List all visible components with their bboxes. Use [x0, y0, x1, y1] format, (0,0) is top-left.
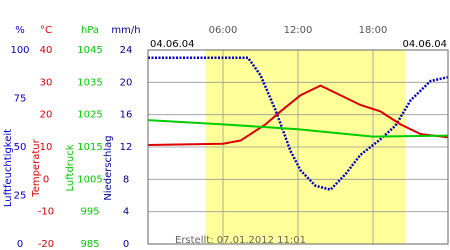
date-start: 04.06.04: [150, 39, 195, 50]
y-tick-label: 16: [120, 110, 133, 121]
y-tick-label: 985: [80, 239, 99, 250]
axis-title: Niederschlag: [103, 135, 114, 200]
y-tick-label: 1045: [77, 45, 102, 56]
y-tick-label: 25: [14, 191, 27, 202]
series-line: [147, 119, 449, 138]
series-line: [147, 84, 449, 147]
axis-unit: mm/h: [111, 25, 140, 36]
x-tick-label: 12:00: [284, 25, 313, 36]
y-tick-label: 30: [40, 77, 53, 88]
axis-title: Temperatur: [31, 138, 42, 197]
y-tick-label: 0: [17, 239, 23, 250]
y-tick-label: 50: [14, 142, 27, 153]
y-tick-label: 24: [120, 45, 133, 56]
x-tick-label: 18:00: [359, 25, 388, 36]
y-tick-label: 1005: [77, 174, 102, 185]
y-tick-label: 12: [120, 142, 133, 153]
axis-unit: °C: [40, 25, 52, 36]
y-tick-label: 1025: [77, 110, 102, 121]
y-tick-label: 8: [123, 174, 129, 185]
x-tick-label: 06:00: [209, 25, 238, 36]
y-tick-label: 0: [43, 174, 49, 185]
series-line: [148, 56, 449, 192]
y-tick-label: 0: [123, 239, 129, 250]
y-tick-label: 1015: [77, 142, 102, 153]
y-tick-label: -20: [38, 239, 54, 250]
created-note: Erstellt: 07.01.2012 11:01: [175, 235, 306, 246]
axis-unit: hPa: [81, 25, 99, 36]
y-tick-label: 20: [40, 110, 53, 121]
date-end: 04.06.04: [402, 39, 447, 50]
y-tick-label: 10: [40, 142, 53, 153]
axis-unit: %: [15, 25, 25, 36]
y-tick-label: 1035: [77, 77, 102, 88]
y-tick-label: 4: [123, 207, 129, 218]
y-tick-label: 75: [14, 94, 27, 105]
y-tick-label: -10: [38, 207, 54, 218]
y-tick-label: 100: [10, 45, 29, 56]
axis-title: Luftfeuchtigkeit: [3, 129, 14, 207]
y-tick-label: 20: [120, 77, 133, 88]
y-tick-label: 40: [40, 45, 53, 56]
axis-title: Luftdruck: [65, 144, 76, 191]
plot-frame: [147, 49, 449, 245]
y-tick-label: 995: [80, 207, 99, 218]
